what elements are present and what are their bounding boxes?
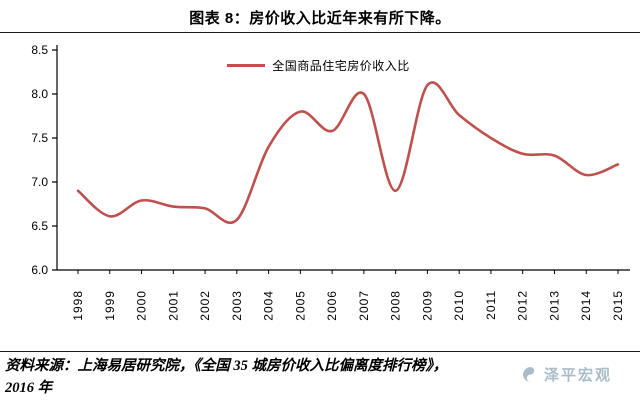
x-axis-label: 2015 bbox=[611, 290, 625, 321]
x-axis-label: 2009 bbox=[420, 290, 434, 321]
x-axis-label: 2001 bbox=[166, 290, 180, 321]
x-axis-label: 2000 bbox=[135, 290, 149, 321]
x-axis-label: 2011 bbox=[484, 290, 498, 320]
chart-legend: 全国商品住宅房价收入比 bbox=[32, 57, 605, 74]
x-axis-label: 2003 bbox=[230, 290, 244, 321]
x-axis-label: 2005 bbox=[293, 290, 307, 321]
source-note: 资料来源：上海易居研究院，《全国 35 城房价收入比偏离度排行榜》， 2016 … bbox=[5, 355, 447, 400]
y-axis-label: 7.0 bbox=[31, 175, 48, 189]
series-line bbox=[76, 81, 620, 224]
legend-line-swatch bbox=[227, 64, 266, 67]
x-axis-label: 1999 bbox=[103, 290, 117, 321]
y-axis-label: 8.5 bbox=[31, 43, 48, 57]
zeping-logo-icon bbox=[523, 367, 535, 382]
x-axis-label: 2002 bbox=[198, 290, 212, 321]
x-axis-label: 2014 bbox=[579, 290, 593, 321]
chart-title: 图表 8：房价收入比近年来有所下降。 bbox=[189, 10, 451, 27]
legend-label: 全国商品住宅房价收入比 bbox=[272, 59, 410, 73]
x-axis-label: 2008 bbox=[389, 290, 403, 321]
y-axis-label: 7.5 bbox=[31, 131, 48, 145]
source-note-line2: 2016 年 bbox=[5, 380, 53, 397]
x-axis-label: 2013 bbox=[547, 290, 561, 321]
y-axis-label: 6.5 bbox=[31, 219, 48, 233]
x-axis-label: 1998 bbox=[71, 290, 85, 321]
x-axis-label: 2006 bbox=[325, 290, 339, 321]
y-axis-label: 8.0 bbox=[31, 87, 48, 101]
brand-watermark-text: 泽平宏观 bbox=[543, 367, 612, 384]
y-axis-label: 6.0 bbox=[31, 263, 48, 277]
x-axis-label: 2012 bbox=[516, 290, 530, 321]
line-chart: 8.5 8.0 7.5 7.0 6.5 6.0 1998 1999 2000 2001 2002 20… bbox=[31, 43, 630, 321]
source-note-line1: 资料来源：上海易居研究院，《全国 35 城房价收入比偏离度排行榜》， bbox=[5, 358, 448, 374]
bottom-divider bbox=[0, 351, 640, 352]
top-divider bbox=[0, 32, 640, 33]
brand-watermark: 泽平宏观 bbox=[522, 364, 612, 385]
x-axis-label: 2010 bbox=[452, 290, 466, 321]
x-axis-label: 2004 bbox=[262, 290, 276, 321]
x-axis-label: 2007 bbox=[357, 290, 371, 321]
